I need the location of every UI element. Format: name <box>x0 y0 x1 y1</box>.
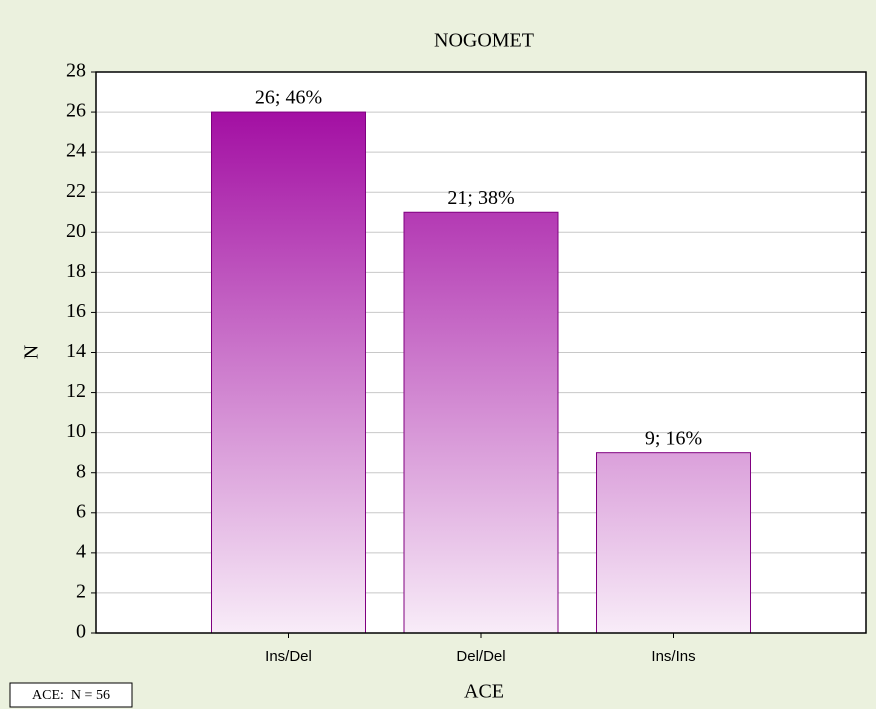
x-tick-label: Del/Del <box>456 648 505 665</box>
data-label: 21; 38% <box>447 187 514 209</box>
y-tick-label: 2 <box>76 581 86 603</box>
marks <box>96 71 866 634</box>
y-tick-label: 26 <box>66 100 86 122</box>
y-tick-label: 10 <box>66 420 86 442</box>
bar <box>211 111 366 634</box>
chart-title: NOGOMET <box>434 30 534 52</box>
bar <box>596 452 751 634</box>
x-tick-label: Ins/Ins <box>651 648 695 665</box>
y-tick-label: 20 <box>66 220 86 242</box>
y-tick-label: 0 <box>76 621 86 643</box>
x-axis-label: ACE <box>464 681 504 703</box>
y-tick-label: 16 <box>66 300 86 322</box>
data-label: 26; 46% <box>255 87 322 109</box>
y-tick-label: 24 <box>66 140 86 162</box>
note: ACE: N = 56 <box>32 688 110 703</box>
y-tick-label: 4 <box>76 540 86 562</box>
y-tick-label: 12 <box>66 380 86 402</box>
y-axis-label: N <box>21 345 43 359</box>
bar <box>403 211 559 634</box>
note-box <box>9 682 133 708</box>
y-tick-label: 18 <box>66 260 86 282</box>
data-label: 9; 16% <box>645 427 702 449</box>
y-tick-label: 6 <box>76 500 86 522</box>
y-tick-label: 8 <box>76 460 86 482</box>
y-tick-label: 22 <box>66 180 86 202</box>
x-tick-label: Ins/Del <box>265 648 312 665</box>
y-tick-label: 28 <box>66 60 86 82</box>
y-tick-label: 14 <box>66 340 86 362</box>
